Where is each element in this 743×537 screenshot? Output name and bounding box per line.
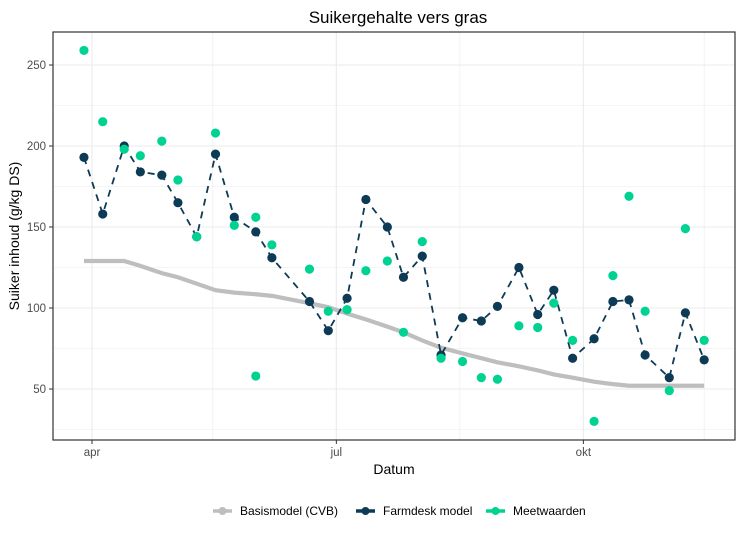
- y-tick-label: 150: [27, 222, 46, 234]
- data-point-meetwaarden: [98, 117, 108, 127]
- data-point-farmdesk: [79, 152, 89, 162]
- data-point-meetwaarden: [361, 266, 371, 276]
- data-point-farmdesk: [135, 167, 145, 177]
- data-point-meetwaarden: [492, 374, 503, 384]
- legend-item: Basismodel (CVB): [213, 504, 338, 518]
- legend-label: Meetwaarden: [513, 504, 586, 518]
- legend-key-point: [361, 507, 370, 515]
- data-point-meetwaarden: [267, 240, 277, 250]
- data-point-meetwaarden: [135, 151, 145, 161]
- data-point-farmdesk: [549, 285, 559, 295]
- data-point-meetwaarden: [417, 236, 427, 247]
- data-point-meetwaarden: [251, 212, 261, 222]
- data-point-farmdesk: [514, 262, 524, 273]
- data-point-farmdesk: [398, 272, 409, 282]
- data-point-meetwaarden: [192, 232, 202, 242]
- data-point-meetwaarden: [398, 327, 409, 337]
- data-point-farmdesk: [210, 149, 221, 159]
- y-tick-label: 100: [27, 303, 46, 315]
- data-point-meetwaarden: [589, 416, 599, 426]
- data-point-meetwaarden: [568, 335, 578, 345]
- legend: Basismodel (CVB) Farmdesk model Meetwaarde…: [213, 504, 586, 518]
- data-point-farmdesk: [361, 194, 371, 205]
- data-point-meetwaarden: [157, 136, 167, 146]
- data-point-farmdesk: [267, 253, 277, 263]
- data-point-meetwaarden: [476, 373, 486, 383]
- legend-item: Meetwaarden: [486, 504, 586, 518]
- chart-title: Suikergehalte vers gras: [309, 8, 488, 27]
- legend-label: Farmdesk model: [383, 504, 472, 518]
- data-point-meetwaarden: [173, 175, 183, 185]
- data-point-farmdesk: [173, 198, 183, 208]
- data-point-meetwaarden: [514, 321, 524, 331]
- data-point-farmdesk: [417, 251, 427, 261]
- y-tick-label: 200: [27, 141, 46, 153]
- y-axis-title: Suiker inhoud (g/kg DS): [6, 162, 22, 311]
- data-point-farmdesk: [533, 309, 543, 320]
- data-point-meetwaarden: [342, 305, 352, 315]
- data-point-farmdesk: [323, 326, 333, 336]
- data-point-meetwaarden: [229, 220, 239, 230]
- data-point-farmdesk: [342, 293, 352, 303]
- data-point-meetwaarden: [436, 353, 446, 363]
- data-point-meetwaarden: [210, 128, 221, 138]
- legend-item: Farmdesk model: [356, 504, 472, 518]
- data-point-farmdesk: [680, 308, 690, 318]
- data-point-farmdesk: [382, 222, 392, 232]
- data-point-farmdesk: [699, 355, 709, 365]
- data-point-farmdesk: [492, 301, 503, 311]
- data-point-meetwaarden: [382, 256, 392, 266]
- data-point-meetwaarden: [251, 371, 261, 381]
- x-axis: apr jul okt: [84, 440, 592, 459]
- data-point-meetwaarden: [624, 191, 634, 201]
- x-tick-label: jul: [330, 447, 343, 459]
- data-point-farmdesk: [664, 373, 674, 383]
- data-point-meetwaarden: [323, 306, 333, 316]
- data-point-farmdesk: [640, 350, 650, 360]
- data-point-farmdesk: [568, 353, 578, 363]
- data-point-meetwaarden: [699, 335, 709, 345]
- series-layer: [79, 45, 709, 426]
- x-tick-label: apr: [84, 447, 101, 459]
- data-point-farmdesk: [304, 296, 315, 307]
- data-point-farmdesk: [476, 316, 486, 326]
- grid-lines: [53, 32, 735, 440]
- data-point-meetwaarden: [608, 271, 618, 281]
- data-point-farmdesk: [98, 209, 108, 219]
- data-point-meetwaarden: [457, 356, 468, 367]
- plot-panel-border: [52, 31, 736, 441]
- legend-key-point: [491, 507, 500, 515]
- x-tick-label: okt: [576, 447, 592, 459]
- data-point-meetwaarden: [640, 306, 650, 316]
- x-axis-title: Datum: [373, 461, 414, 477]
- data-point-meetwaarden: [304, 264, 315, 274]
- y-tick-label: 50: [33, 384, 46, 396]
- data-point-farmdesk: [608, 296, 618, 307]
- data-point-farmdesk: [457, 313, 468, 323]
- data-point-meetwaarden: [79, 45, 89, 56]
- data-point-meetwaarden: [119, 144, 129, 154]
- data-point-meetwaarden: [680, 224, 690, 234]
- data-point-farmdesk: [589, 334, 599, 344]
- data-point-farmdesk: [229, 212, 239, 222]
- data-point-meetwaarden: [533, 322, 543, 333]
- data-point-farmdesk: [157, 170, 167, 180]
- data-point-meetwaarden: [549, 298, 559, 308]
- legend-key-point: [218, 507, 227, 515]
- legend-label: Basismodel (CVB): [240, 504, 338, 518]
- data-point-meetwaarden: [664, 386, 674, 396]
- y-tick-label: 250: [27, 60, 46, 72]
- y-axis: 50 100 150 200 250: [27, 60, 53, 396]
- data-point-farmdesk: [251, 227, 261, 237]
- data-point-farmdesk: [624, 295, 634, 305]
